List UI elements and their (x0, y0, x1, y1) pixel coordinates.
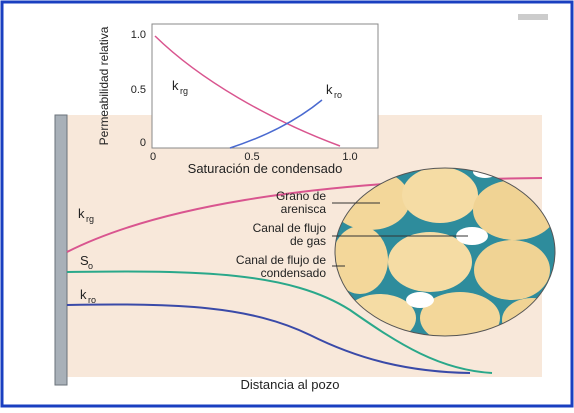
x-tick-label: 1.0 (342, 151, 357, 163)
curve-label: S (80, 253, 89, 268)
so-curve (66, 270, 493, 374)
callout: condensado (261, 266, 327, 280)
inset-curve-label: k (326, 82, 333, 97)
kro-curve (66, 303, 471, 374)
wellbore (54, 114, 68, 386)
callout: Grano de (276, 189, 326, 203)
inset-curve-label-subscript: ro (334, 90, 342, 100)
inset-krg-curve (154, 35, 341, 147)
x-axis-label: Distancia al pozo (241, 377, 340, 392)
y-tick-label: 0.5 (131, 84, 146, 96)
x-tick-label: 0 (150, 151, 156, 163)
inset-curve-label: k (172, 78, 179, 93)
curve-label-subscript: rg (86, 214, 94, 224)
y-tick-label: 1.0 (131, 29, 146, 41)
y-tick-label: 0 (140, 137, 146, 149)
y-axis-label: Permeabilidad relativa (97, 26, 111, 145)
curve-label: k (78, 206, 85, 221)
callout: Canal de flujo (253, 221, 327, 235)
curve-label-subscript: ro (88, 295, 96, 305)
callout: Canal de flujo de (236, 253, 326, 267)
curve-label-subscript: o (88, 261, 93, 271)
callout: arenisca (281, 202, 327, 216)
x-axis-label: Saturación de condensado (188, 161, 343, 176)
curve-label: k (80, 287, 87, 302)
badge (518, 14, 548, 20)
callout: de gas (290, 234, 326, 248)
inset-curve-label-subscript: rg (180, 86, 188, 96)
grain-view-border (334, 167, 556, 337)
inset-plot (151, 23, 379, 149)
inset-kro-curve (229, 99, 323, 149)
x-tick-label: 0.5 (244, 151, 259, 163)
